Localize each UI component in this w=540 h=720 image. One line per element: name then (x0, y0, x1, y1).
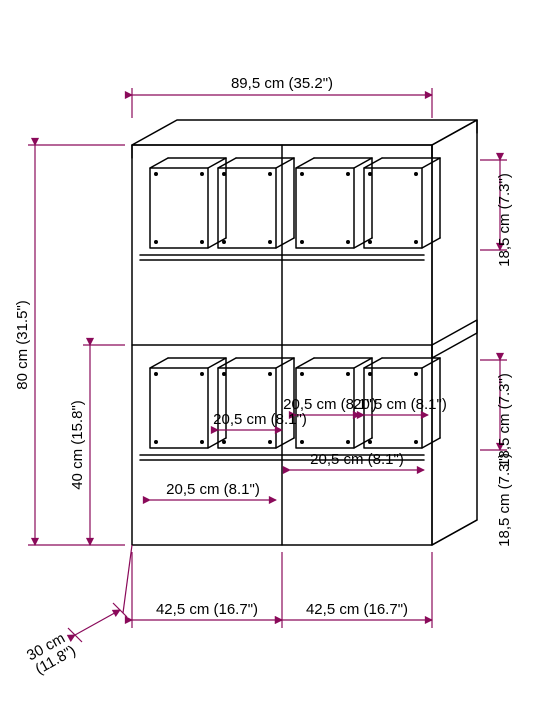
furniture-dimension-diagram: 89,5 cm (35.2") 80 cm (31.5") 40 cm (15.… (0, 0, 540, 720)
dim-cube-height-lower: 18,5 cm (7.3") (496, 373, 513, 467)
dim-half-width-right: 42,5 cm (16.7") (306, 601, 408, 618)
dim-half-height: 40 cm (15.8") (69, 400, 86, 490)
svg-text:20,5 cm (8.1"): 20,5 cm (8.1") (213, 411, 307, 428)
svg-text:20,5 cm (8.1"): 20,5 cm (8.1") (310, 451, 404, 468)
dim-total-height: 80 cm (31.5") (14, 300, 31, 390)
dimension-annotations: 89,5 cm (35.2") 80 cm (31.5") 40 cm (15.… (14, 75, 513, 678)
dim-cube-height-upper: 18,5 cm (7.3") (496, 173, 513, 267)
svg-text:20,5 cm (8.1"): 20,5 cm (8.1") (353, 396, 447, 413)
dim-cube-height-lower-2: 18,5 cm (7.3") (496, 453, 513, 547)
cube-row-upper (150, 158, 440, 248)
dim-depth: 30 cm (11.8") (24, 628, 79, 679)
dim-total-width: 89,5 cm (35.2") (231, 75, 333, 92)
dim-half-width-left: 42,5 cm (16.7") (156, 601, 258, 618)
svg-text:20,5 cm (8.1"): 20,5 cm (8.1") (166, 481, 260, 498)
